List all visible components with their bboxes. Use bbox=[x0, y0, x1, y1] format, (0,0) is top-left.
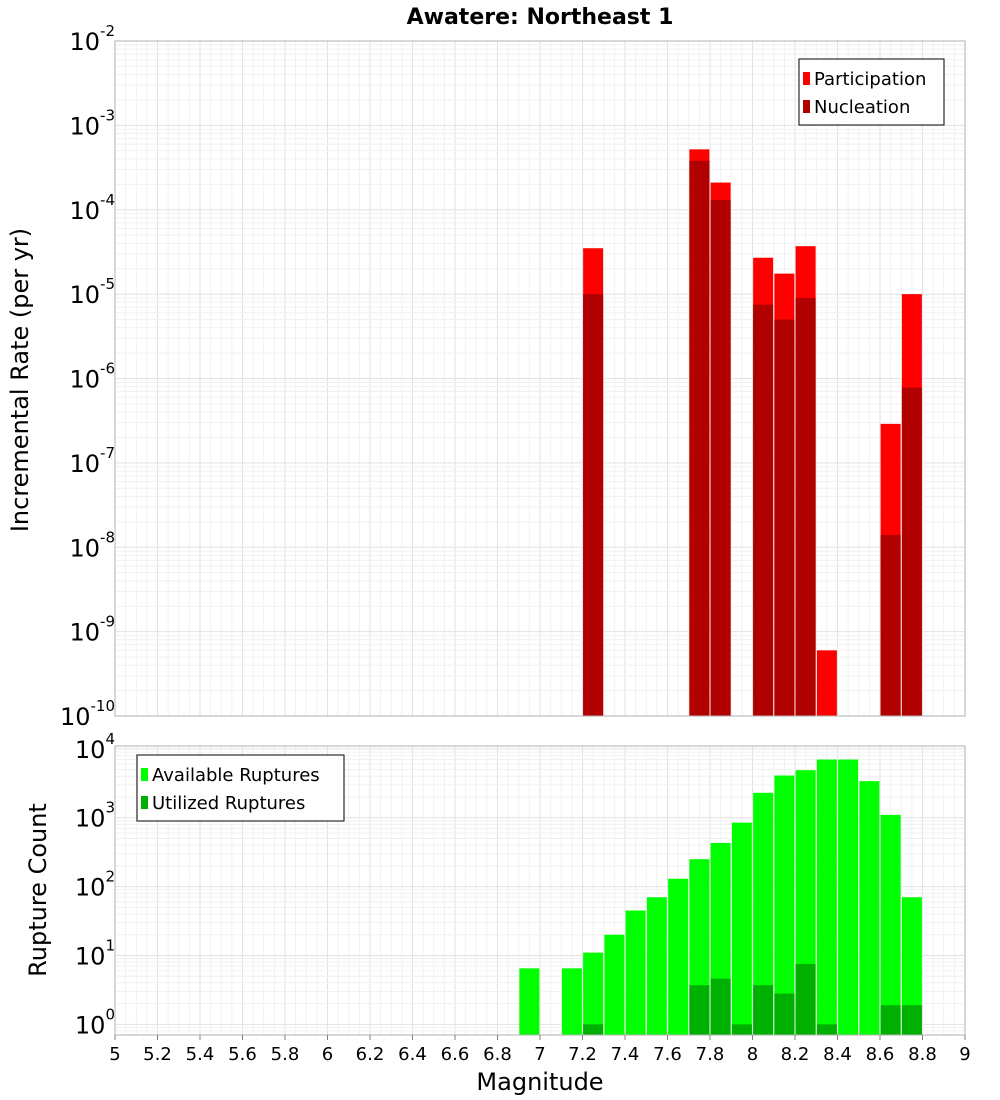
bar-available-ruptures bbox=[625, 910, 646, 1035]
legend-swatch bbox=[141, 768, 148, 781]
bar-nucleation bbox=[880, 534, 901, 716]
bar-nucleation bbox=[753, 304, 774, 716]
bar-utilized-ruptures bbox=[583, 1024, 604, 1035]
bar-available-ruptures bbox=[880, 814, 901, 1035]
series-nucleation bbox=[583, 160, 922, 717]
y-tick-label: 10-3 bbox=[69, 106, 115, 140]
x-tick-label: 7.8 bbox=[696, 1044, 725, 1065]
x-tick-label: 6.2 bbox=[356, 1044, 385, 1065]
x-tick-label: 5.8 bbox=[271, 1044, 300, 1065]
bar-available-ruptures bbox=[838, 759, 859, 1035]
bar-available-ruptures bbox=[519, 968, 540, 1035]
legend-label: Utilized Ruptures bbox=[152, 793, 305, 814]
top-plot-frame bbox=[114, 40, 966, 717]
x-tick-label: 7 bbox=[534, 1044, 545, 1065]
x-tick-label: 6 bbox=[322, 1044, 333, 1065]
bar-nucleation bbox=[583, 294, 604, 716]
x-tick-label: 6.8 bbox=[483, 1044, 512, 1065]
bar-participation bbox=[816, 650, 837, 716]
y-tick-label: 10-7 bbox=[69, 444, 115, 478]
bottom-y-axis-label: Rupture Count bbox=[24, 803, 52, 977]
bar-utilized-ruptures bbox=[816, 1024, 837, 1035]
bar-available-ruptures bbox=[859, 781, 880, 1035]
x-axis-label: Magnitude bbox=[476, 1068, 603, 1096]
bar-available-ruptures bbox=[753, 792, 774, 1035]
y-tick-label: 104 bbox=[75, 730, 115, 764]
bar-available-ruptures bbox=[774, 775, 795, 1035]
legend-swatch bbox=[803, 100, 810, 113]
top-grid bbox=[114, 40, 966, 717]
x-tick-label: 6.6 bbox=[441, 1044, 470, 1065]
series-available-ruptures bbox=[519, 759, 922, 1035]
x-tick-label: 9 bbox=[959, 1044, 970, 1065]
x-tick-label: 7.6 bbox=[653, 1044, 682, 1065]
bar-available-ruptures bbox=[816, 759, 837, 1035]
bar-utilized-ruptures bbox=[795, 964, 816, 1035]
x-tick-label: 7.4 bbox=[611, 1044, 640, 1065]
x-tick-label: 5.2 bbox=[143, 1044, 172, 1065]
bar-utilized-ruptures bbox=[901, 1005, 922, 1035]
y-tick-label: 101 bbox=[75, 936, 115, 970]
legend-box bbox=[136, 754, 345, 822]
bottom-panel: 104 103 102 101 100 Available Ruptures Utilize… bbox=[75, 730, 971, 1065]
bar-utilized-ruptures bbox=[689, 985, 710, 1035]
x-tick-label: 8.8 bbox=[908, 1044, 937, 1065]
bar-nucleation bbox=[710, 200, 731, 716]
x-tick-label: 8.6 bbox=[866, 1044, 895, 1065]
bar-utilized-ruptures bbox=[710, 978, 731, 1035]
y-tick-label: 10-8 bbox=[69, 528, 115, 562]
bottom-y-ticks: 104 103 102 101 100 bbox=[75, 730, 115, 1039]
y-tick-label: 10-2 bbox=[69, 22, 115, 56]
legend-swatch bbox=[141, 796, 148, 809]
bar-nucleation bbox=[901, 387, 922, 716]
top-y-axis-label: Incremental Rate (per yr) bbox=[6, 228, 34, 532]
y-tick-label: 100 bbox=[75, 1005, 115, 1039]
bar-nucleation bbox=[774, 319, 795, 716]
x-tick-label: 6.4 bbox=[398, 1044, 427, 1065]
x-tick-label: 5 bbox=[109, 1044, 120, 1065]
legend-box bbox=[798, 58, 945, 126]
top-panel: 10-2 10-3 10-4 10-5 10-6 10-7 10-8 10-9 10-10 Par… bbox=[60, 22, 966, 731]
y-tick-label: 10-4 bbox=[69, 191, 115, 225]
y-tick-label: 10-5 bbox=[69, 275, 115, 309]
legend-swatch bbox=[803, 72, 810, 85]
bar-available-ruptures bbox=[646, 897, 667, 1035]
x-tick-label: 5.6 bbox=[228, 1044, 257, 1065]
series-utilized-ruptures bbox=[583, 964, 922, 1035]
top-y-ticks: 10-2 10-3 10-4 10-5 10-6 10-7 10-8 10-9 10-10 bbox=[60, 22, 115, 731]
bar-utilized-ruptures bbox=[731, 1024, 752, 1035]
bar-available-ruptures bbox=[561, 968, 582, 1035]
legend-label: Available Ruptures bbox=[152, 765, 320, 786]
x-tick-label: 8 bbox=[747, 1044, 758, 1065]
x-tick-label: 8.4 bbox=[823, 1044, 852, 1065]
y-tick-label: 10-10 bbox=[60, 697, 115, 731]
bar-utilized-ruptures bbox=[753, 985, 774, 1035]
top-legend: Participation Nucleation bbox=[798, 58, 945, 126]
bar-nucleation bbox=[795, 297, 816, 716]
x-ticks: 5 5.2 5.4 5.6 5.8 6 6.2 6.4 6.6 6.8 7 7.2 7.4 7.6 7.8 8… bbox=[109, 1035, 971, 1065]
y-tick-label: 102 bbox=[75, 868, 115, 902]
legend-label: Nucleation bbox=[814, 97, 910, 118]
bar-nucleation bbox=[689, 160, 710, 717]
bar-utilized-ruptures bbox=[774, 993, 795, 1035]
chart-title: Awatere: Northeast 1 bbox=[407, 5, 674, 30]
x-tick-label: 5.4 bbox=[186, 1044, 215, 1065]
y-tick-label: 10-6 bbox=[69, 360, 115, 394]
y-tick-label: 103 bbox=[75, 799, 115, 833]
y-tick-label: 10-9 bbox=[69, 613, 115, 647]
legend-label: Participation bbox=[814, 69, 926, 90]
bottom-legend: Available Ruptures Utilized Ruptures bbox=[136, 754, 345, 822]
bar-available-ruptures bbox=[668, 878, 689, 1035]
bar-available-ruptures bbox=[731, 822, 752, 1035]
bar-available-ruptures bbox=[583, 952, 604, 1035]
bar-available-ruptures bbox=[604, 934, 625, 1035]
bar-utilized-ruptures bbox=[880, 1005, 901, 1035]
x-tick-label: 7.2 bbox=[568, 1044, 597, 1065]
bar-available-ruptures bbox=[901, 897, 922, 1035]
x-tick-label: 8.2 bbox=[781, 1044, 810, 1065]
